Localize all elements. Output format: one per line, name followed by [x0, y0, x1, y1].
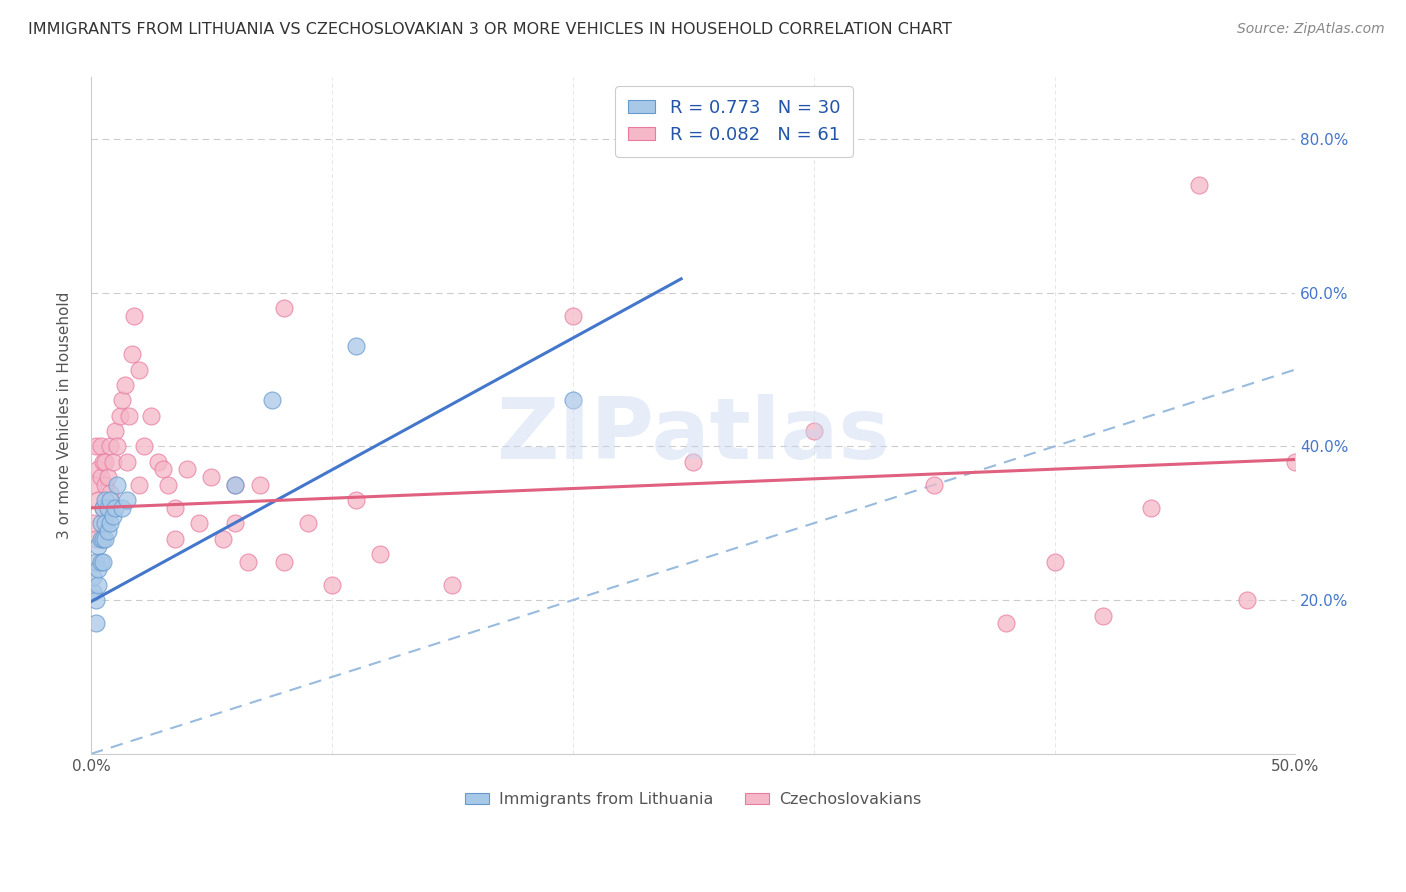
Point — [84, 593, 107, 607]
Point — [97, 524, 120, 538]
Point — [82, 478, 104, 492]
Point — [260, 393, 283, 408]
Point — [344, 493, 367, 508]
Point — [104, 424, 127, 438]
Point — [82, 516, 104, 531]
Point — [90, 516, 112, 531]
Point — [148, 455, 170, 469]
Point — [118, 409, 141, 423]
Point — [111, 500, 134, 515]
Point — [344, 339, 367, 353]
Point — [321, 578, 343, 592]
Point — [87, 578, 110, 592]
Point — [157, 478, 180, 492]
Point — [368, 547, 391, 561]
Point — [115, 455, 138, 469]
Point — [561, 309, 583, 323]
Point — [94, 493, 117, 508]
Point — [97, 500, 120, 515]
Point — [91, 555, 114, 569]
Point — [682, 455, 704, 469]
Point — [115, 493, 138, 508]
Point — [1091, 608, 1114, 623]
Point — [128, 478, 150, 492]
Point — [98, 439, 121, 453]
Point — [91, 500, 114, 515]
Point — [224, 516, 246, 531]
Point — [224, 478, 246, 492]
Point — [90, 470, 112, 484]
Point — [90, 532, 112, 546]
Point — [84, 616, 107, 631]
Point — [188, 516, 211, 531]
Point — [249, 478, 271, 492]
Point — [94, 516, 117, 531]
Point — [87, 539, 110, 553]
Point — [273, 555, 295, 569]
Point — [111, 393, 134, 408]
Point — [97, 470, 120, 484]
Point — [441, 578, 464, 592]
Point — [128, 362, 150, 376]
Point — [101, 455, 124, 469]
Point — [803, 424, 825, 438]
Point — [124, 309, 146, 323]
Point — [94, 532, 117, 546]
Point — [90, 439, 112, 453]
Point — [107, 439, 129, 453]
Point — [98, 516, 121, 531]
Point — [107, 478, 129, 492]
Point — [236, 555, 259, 569]
Point — [98, 485, 121, 500]
Point — [91, 500, 114, 515]
Point — [114, 378, 136, 392]
Point — [87, 493, 110, 508]
Y-axis label: 3 or more Vehicles in Household: 3 or more Vehicles in Household — [58, 292, 72, 540]
Point — [1284, 455, 1306, 469]
Legend: Immigrants from Lithuania, Czechoslovakians: Immigrants from Lithuania, Czechoslovaki… — [458, 786, 928, 814]
Point — [212, 532, 235, 546]
Point — [200, 470, 222, 484]
Point — [1140, 500, 1163, 515]
Point — [995, 616, 1018, 631]
Point — [90, 555, 112, 569]
Point — [922, 478, 945, 492]
Point — [104, 500, 127, 515]
Point — [98, 493, 121, 508]
Point — [1236, 593, 1258, 607]
Point — [165, 500, 187, 515]
Point — [224, 478, 246, 492]
Point — [101, 508, 124, 523]
Point — [94, 455, 117, 469]
Text: ZIPatlas: ZIPatlas — [496, 394, 890, 477]
Text: Source: ZipAtlas.com: Source: ZipAtlas.com — [1237, 22, 1385, 37]
Point — [1043, 555, 1066, 569]
Point — [165, 532, 187, 546]
Point — [82, 585, 104, 599]
Point — [87, 562, 110, 576]
Point — [97, 500, 120, 515]
Point — [141, 409, 163, 423]
Point — [91, 455, 114, 469]
Point — [84, 532, 107, 546]
Point — [297, 516, 319, 531]
Point — [108, 409, 131, 423]
Point — [84, 439, 107, 453]
Point — [87, 462, 110, 476]
Point — [84, 555, 107, 569]
Point — [273, 301, 295, 315]
Point — [94, 478, 117, 492]
Point — [561, 393, 583, 408]
Point — [132, 439, 155, 453]
Point — [91, 532, 114, 546]
Point — [82, 570, 104, 584]
Point — [1188, 178, 1211, 192]
Text: IMMIGRANTS FROM LITHUANIA VS CZECHOSLOVAKIAN 3 OR MORE VEHICLES IN HOUSEHOLD COR: IMMIGRANTS FROM LITHUANIA VS CZECHOSLOVA… — [28, 22, 952, 37]
Point — [152, 462, 174, 476]
Point — [121, 347, 143, 361]
Point — [176, 462, 198, 476]
